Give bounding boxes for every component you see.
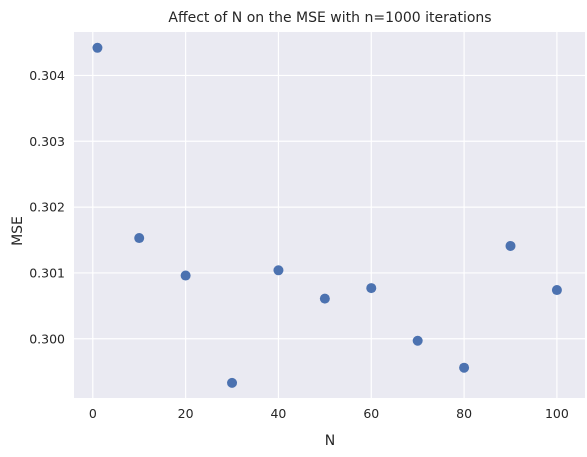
y-tick-label: 0.301 xyxy=(29,265,65,280)
data-point xyxy=(366,283,377,294)
plot-area xyxy=(74,32,585,398)
y-tick-label: 0.303 xyxy=(29,134,65,149)
data-point xyxy=(92,42,103,53)
data-point xyxy=(227,377,238,388)
x-tick-label: 20 xyxy=(178,406,194,421)
data-point xyxy=(551,285,562,296)
data-point xyxy=(505,240,516,251)
x-tick-label: 100 xyxy=(545,406,569,421)
x-tick-label: 40 xyxy=(270,406,286,421)
x-axis-label: N xyxy=(325,433,335,449)
data-point xyxy=(273,265,284,276)
x-tick-label: 0 xyxy=(89,406,97,421)
data-point xyxy=(412,335,423,346)
data-point xyxy=(459,362,470,373)
x-axis-ticks: 0 20 40 60 80 100 xyxy=(89,406,569,421)
y-axis-label: MSE xyxy=(10,216,26,246)
grid xyxy=(74,32,585,398)
data-point xyxy=(134,233,145,244)
data-point xyxy=(319,293,330,304)
y-tick-label: 0.302 xyxy=(29,200,65,215)
y-tick-label: 0.304 xyxy=(29,68,65,83)
data-points xyxy=(92,42,562,388)
y-axis-ticks: 0.300 0.301 0.302 0.303 0.304 xyxy=(29,68,65,346)
chart-title: Affect of N on the MSE with n=1000 itera… xyxy=(168,10,491,26)
x-tick-label: 60 xyxy=(363,406,379,421)
x-tick-label: 80 xyxy=(456,406,472,421)
data-point xyxy=(180,270,191,281)
y-tick-label: 0.300 xyxy=(29,331,65,346)
